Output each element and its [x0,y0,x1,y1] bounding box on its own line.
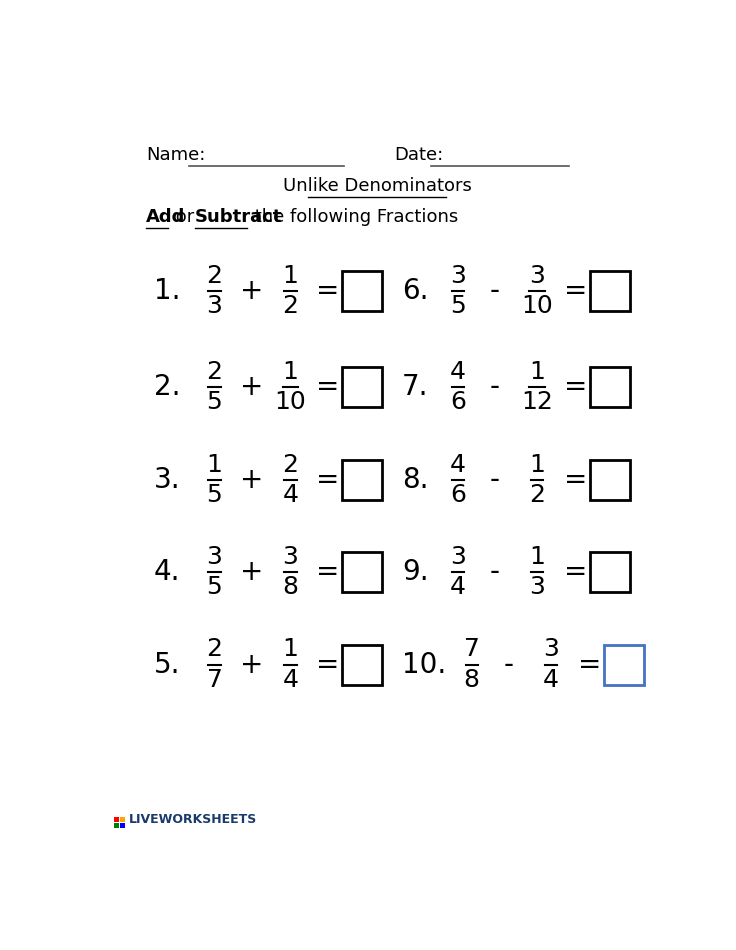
Text: +: + [240,466,263,494]
Text: 4: 4 [450,452,466,477]
Text: 2.: 2. [154,373,180,401]
Text: 4.: 4. [154,559,180,586]
Text: +: + [240,373,263,401]
Text: LIVEWORKSHEETS: LIVEWORKSHEETS [130,813,258,826]
Text: 1: 1 [283,264,298,288]
Text: Unlike Denominators: Unlike Denominators [283,177,472,195]
Text: 2: 2 [283,452,298,477]
Bar [342,552,382,592]
Text: +: + [240,651,263,678]
Bar [590,368,630,408]
Text: 3: 3 [207,294,222,318]
Bar [120,817,125,822]
Bar [590,460,630,500]
Text: =: = [316,559,339,586]
Text: 5: 5 [207,576,222,599]
Text: 5: 5 [450,294,466,318]
Text: 5: 5 [207,390,222,414]
Text: 2: 2 [283,294,298,318]
Text: 9.: 9. [402,559,428,586]
Text: =: = [316,466,339,494]
Text: 3: 3 [283,545,298,569]
Bar [342,644,382,685]
Text: the following Fractions: the following Fractions [250,208,459,226]
Text: 1: 1 [529,545,545,569]
Text: -: - [504,651,514,678]
Text: =: = [564,466,587,494]
Bar [590,271,630,311]
Text: +: + [240,559,263,586]
Text: 4: 4 [283,483,298,507]
Text: Date:: Date: [394,146,444,164]
Text: 6: 6 [450,483,466,507]
Text: 1: 1 [283,360,298,384]
Text: 4: 4 [450,360,466,384]
Text: 10: 10 [521,294,553,318]
Text: =: = [564,277,587,305]
Text: 3: 3 [529,264,545,288]
Text: 1: 1 [283,637,298,661]
Text: -: - [490,466,500,494]
Text: -: - [490,277,500,305]
Text: 8: 8 [283,576,298,599]
Text: 3: 3 [450,545,466,569]
Text: or: or [169,208,199,226]
Text: -: - [490,373,500,401]
Text: Name:: Name: [146,146,205,164]
Text: 1: 1 [207,452,222,477]
Text: 8: 8 [464,668,480,692]
Text: =: = [316,651,339,678]
Bar [113,823,119,828]
Bar [604,644,644,685]
Text: 2: 2 [207,264,222,288]
Text: 1: 1 [529,452,545,477]
Text: 3: 3 [529,576,545,599]
Text: =: = [316,277,339,305]
Text: =: = [316,373,339,401]
Text: 3.: 3. [154,466,180,494]
Bar [590,552,630,592]
Text: 7: 7 [207,668,222,692]
Bar [120,823,125,828]
Text: 7.: 7. [402,373,428,401]
Text: 5.: 5. [154,651,180,678]
Text: Subtract: Subtract [195,208,283,226]
Text: 6.: 6. [402,277,428,305]
Text: 4: 4 [283,668,298,692]
Text: +: + [240,277,263,305]
Text: 10.: 10. [402,651,446,678]
Text: 4: 4 [450,576,466,599]
Text: =: = [564,373,587,401]
Text: 3: 3 [450,264,466,288]
Text: 6: 6 [450,390,466,414]
Text: 2: 2 [529,483,545,507]
Text: 3: 3 [543,637,559,661]
Text: 1: 1 [529,360,545,384]
Text: 10: 10 [275,390,306,414]
Bar [342,460,382,500]
Text: =: = [564,559,587,586]
Bar [113,817,119,822]
Text: 2: 2 [207,637,222,661]
Text: Add: Add [146,208,185,226]
Text: 8.: 8. [402,466,428,494]
Text: 1.: 1. [154,277,180,305]
Text: 3: 3 [207,545,222,569]
Text: 5: 5 [207,483,222,507]
Text: 7: 7 [464,637,480,661]
Text: =: = [578,651,601,678]
Bar [342,368,382,408]
Text: 2: 2 [207,360,222,384]
Text: 4: 4 [542,668,559,692]
Text: 12: 12 [521,390,553,414]
Bar [342,271,382,311]
Text: -: - [490,559,500,586]
